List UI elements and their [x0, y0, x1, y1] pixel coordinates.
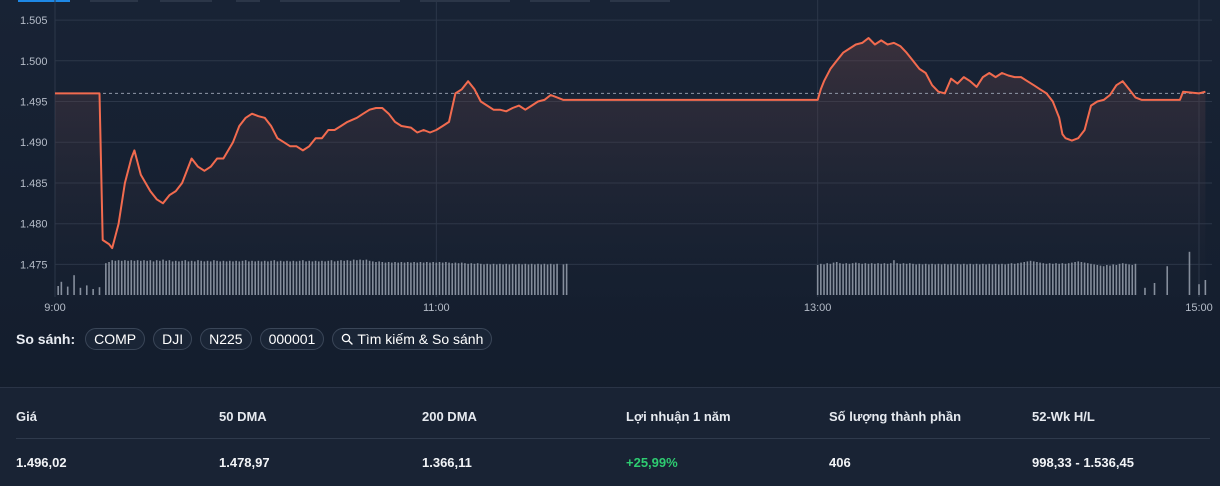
y-tick-label: 1.505 — [20, 15, 48, 27]
x-tick-label: 9:00 — [44, 302, 65, 314]
compare-chip-dji[interactable]: DJI — [153, 328, 193, 350]
price-line — [55, 37, 1206, 250]
stat-header-50dma: 50 DMA — [219, 409, 267, 424]
x-axis-labels: 9:00 11:00 13:00 15:00 — [44, 302, 1212, 314]
price-area-fill — [55, 38, 1206, 297]
stat-header-1y-return: Lợi nhuận 1 năm — [626, 409, 731, 424]
y-tick-label: 1.485 — [20, 178, 48, 190]
y-tick-label: 1.480 — [20, 219, 48, 231]
compare-chip-n225[interactable]: N225 — [200, 328, 252, 350]
compare-label: So sánh: — [16, 331, 76, 347]
stat-value-50dma: 1.478,97 — [219, 455, 270, 470]
tab[interactable] — [610, 0, 670, 2]
tab[interactable] — [160, 0, 212, 2]
y-axis-labels: 1.505 1.500 1.495 1.490 1.485 1.480 1.475 — [20, 15, 48, 271]
stat-value-constituents: 406 — [829, 455, 851, 470]
tab[interactable] — [420, 0, 510, 2]
compare-bar: So sánh: COMP DJI N225 000001 Tìm kiếm &… — [16, 327, 493, 351]
x-tick-label: 15:00 — [1185, 302, 1213, 314]
compare-chip-000001[interactable]: 000001 — [259, 328, 325, 350]
tab[interactable] — [280, 0, 400, 2]
timeframe-tabs — [0, 0, 1220, 3]
search-compare-button[interactable]: Tìm kiếm & So sánh — [332, 328, 493, 350]
stats-separator — [16, 438, 1210, 439]
y-tick-label: 1.475 — [20, 259, 48, 271]
y-tick-label: 1.490 — [20, 137, 48, 149]
stat-value-1y-return: +25,99% — [626, 455, 678, 470]
tab[interactable] — [236, 0, 260, 2]
stat-value-52wk-hl: 998,33 - 1.536,45 — [1032, 455, 1134, 470]
tab-active[interactable] — [18, 0, 70, 2]
search-compare-label: Tìm kiếm & So sánh — [357, 331, 484, 347]
tab[interactable] — [90, 0, 138, 2]
stat-value-price: 1.496,02 — [16, 455, 67, 470]
compare-chip-comp[interactable]: COMP — [85, 328, 146, 350]
stat-header-constituents: Số lượng thành phần — [829, 409, 962, 424]
x-tick-label: 11:00 — [423, 302, 450, 314]
section-divider — [0, 387, 1220, 388]
x-tick-label: 13:00 — [804, 302, 832, 314]
stat-header-200dma: 200 DMA — [422, 409, 477, 424]
search-icon — [342, 333, 354, 345]
stat-header-52wk-hl: 52-Wk H/L — [1032, 409, 1095, 424]
y-tick-label: 1.500 — [20, 56, 48, 68]
intraday-line-chart[interactable]: 1.505 1.500 1.495 1.490 1.485 1.480 1.475 9:00… — [0, 0, 1220, 320]
y-tick-label: 1.495 — [20, 97, 48, 109]
stats-table: Giá 50 DMA 200 DMA Lợi nhuận 1 năm Số lư… — [0, 388, 1220, 486]
stat-header-price: Giá — [16, 409, 37, 424]
tab[interactable] — [530, 0, 590, 2]
stat-value-200dma: 1.366,11 — [422, 455, 472, 470]
